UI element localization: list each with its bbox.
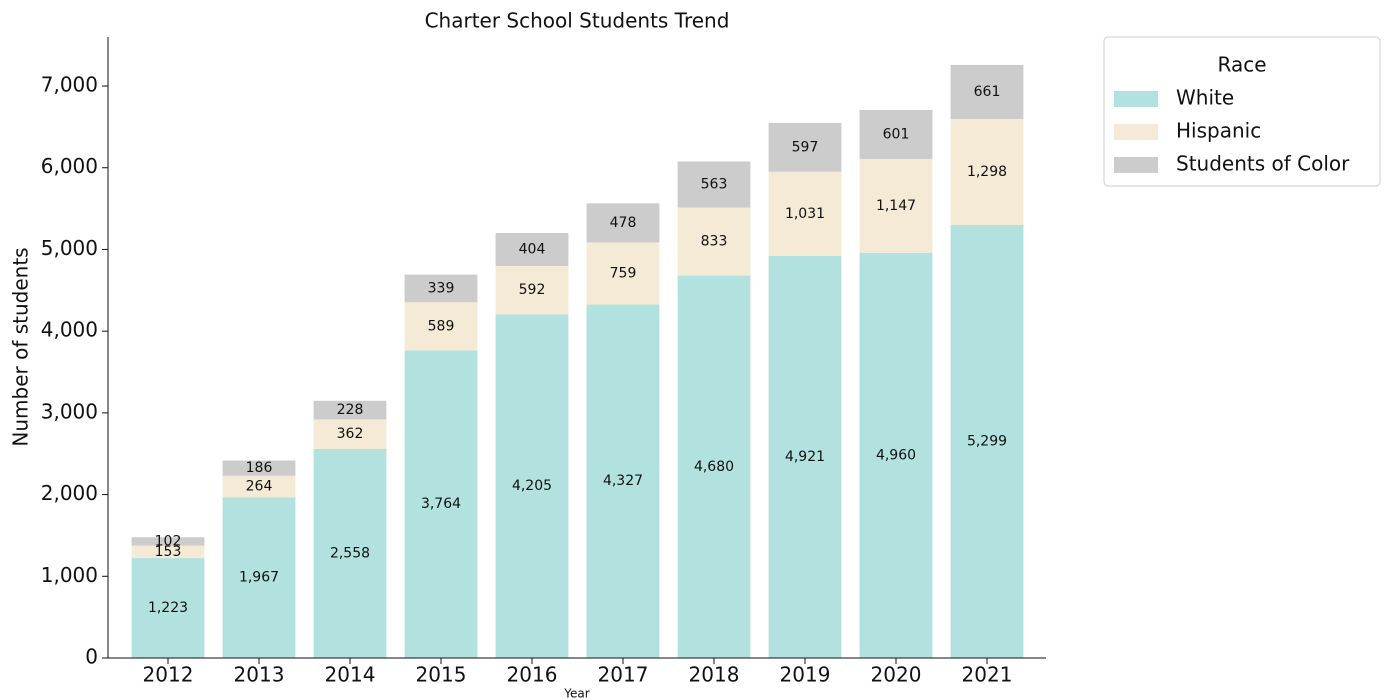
legend-title: Race [1217,53,1266,77]
bar-segment [222,460,296,476]
bar-segment [131,545,205,559]
bar-segment [313,400,387,420]
y-tick-label: 3,000 [41,399,98,423]
bar-value-label: 264 [246,478,273,494]
bar-segment [859,158,933,253]
bar-segment [859,109,933,159]
x-tick-label: 2012 [143,663,194,687]
bar-value-label: 186 [246,460,273,476]
bar-value-label: 1,298 [967,164,1007,180]
bar-value-label: 1,223 [148,600,188,616]
bar-value-label: 833 [701,234,728,250]
bar-value-label: 597 [792,139,819,155]
bar-segment [950,225,1024,658]
y-axis-label: Number of students [9,247,33,446]
bar-segment [859,252,933,658]
x-tick-label: 2017 [598,663,649,687]
bar-value-label: 228 [337,402,364,418]
bar-segment [495,233,569,267]
bar-segment [950,118,1024,226]
bar-value-label: 759 [610,265,637,281]
legend-label: Students of Color [1176,152,1350,176]
bar-segment [677,207,751,276]
bar-segment [586,242,660,305]
bar-value-label: 1,031 [785,206,825,222]
bar-value-label: 153 [155,544,182,560]
y-tick-label: 0 [85,645,98,669]
y-tick-label: 4,000 [41,318,98,342]
y-tick-label: 7,000 [41,73,98,97]
bar-value-label: 1,147 [876,198,916,214]
bar-segment [768,255,842,658]
bar-value-label: 589 [428,318,455,334]
bar-segment [768,171,842,256]
bar-value-label: 362 [337,426,364,442]
legend-swatch [1114,91,1158,107]
legend-swatch [1114,124,1158,140]
bar-value-label: 4,960 [876,447,916,463]
bar-segment [495,314,569,658]
bar-segment [677,161,751,208]
bar-value-label: 4,680 [694,459,734,475]
x-tick-label: 2018 [689,663,740,687]
bar-segment [313,419,387,449]
x-tick-label: 2016 [507,663,558,687]
bar-segment [768,122,842,172]
bar-value-label: 5,299 [967,434,1007,450]
bar-segment [222,497,296,658]
legend-label: Hispanic [1176,119,1261,143]
bar-value-label: 1,967 [239,570,279,586]
bar-segment [586,304,660,658]
bar-value-label: 478 [610,215,637,231]
chart-title: Charter School Students Trend [425,9,730,33]
bar-value-label: 4,327 [603,473,643,489]
y-tick-label: 1,000 [41,563,98,587]
bar-segment [404,350,478,658]
bar-segment [404,274,478,303]
bar-value-label: 2,558 [330,545,370,561]
bar-value-label: 563 [701,177,728,193]
bar-value-label: 339 [428,280,455,296]
bar-value-label: 601 [883,126,910,142]
legend-label: White [1176,86,1234,110]
bar-value-label: 4,205 [512,478,552,494]
bar-segment [950,64,1024,119]
y-tick-label: 6,000 [41,154,98,178]
bar-value-label: 661 [974,84,1001,100]
bar-segment [586,203,660,243]
x-tick-label: 2014 [325,663,376,687]
bar-value-label: 3,764 [421,496,461,512]
legend-swatch [1114,157,1158,173]
x-tick-label: 2013 [234,663,285,687]
bar-value-label: 102 [155,533,182,549]
bar-segment [222,475,296,498]
x-tick-label: 2019 [780,663,831,687]
x-axis-label: Year [563,687,589,700]
x-tick-label: 2021 [962,663,1013,687]
bar-segment [313,448,387,658]
bar-segment [131,537,205,546]
x-tick-label: 2015 [416,663,467,687]
bar-segment [495,266,569,315]
bar-segment [404,302,478,351]
bar-value-label: 592 [519,282,546,298]
legend-box [1103,36,1381,187]
y-tick-label: 5,000 [41,236,98,260]
bar-value-label: 404 [519,242,546,258]
x-tick-label: 2020 [871,663,922,687]
bar-segment [677,275,751,658]
bar-segment [131,558,205,658]
bar-value-label: 4,921 [785,449,825,465]
y-tick-label: 2,000 [41,481,98,505]
